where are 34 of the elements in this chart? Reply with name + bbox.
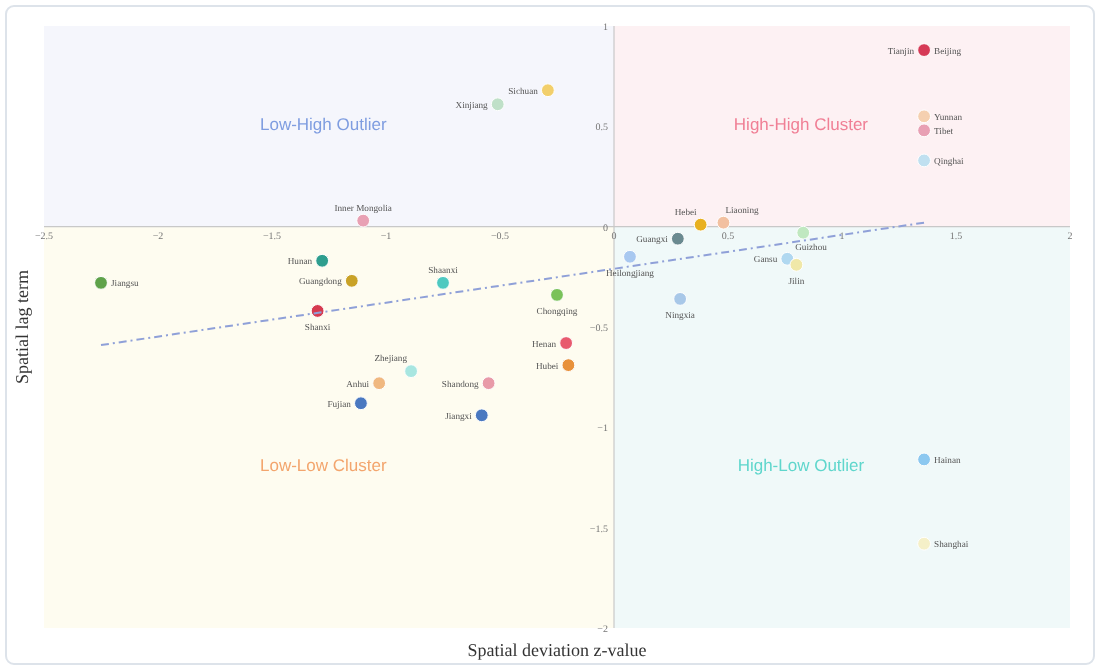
point: [490, 97, 505, 112]
point: [561, 358, 576, 373]
point: [344, 273, 359, 288]
point: [540, 83, 555, 98]
point: [716, 215, 731, 230]
point: [789, 257, 804, 272]
point: [673, 292, 688, 306]
point: [372, 376, 387, 391]
annotation: Low-Low Cluster: [259, 454, 387, 475]
point: [670, 231, 685, 246]
point: [917, 536, 931, 551]
point: [474, 408, 489, 423]
point: [917, 43, 931, 57]
point: [917, 153, 931, 168]
point: [917, 109, 931, 124]
point: [559, 336, 574, 350]
annotation: High-Low Outlier: [737, 454, 865, 475]
point: [481, 376, 496, 391]
point: [356, 213, 371, 228]
point: [436, 275, 450, 290]
annotation: Low-High Outlier: [259, 114, 387, 134]
point: [796, 225, 811, 240]
point: [354, 396, 368, 411]
point: [94, 275, 108, 290]
point: [404, 364, 418, 379]
point: [623, 249, 637, 264]
annotation: High-High Cluster: [733, 114, 869, 134]
x-axis-title: Spatial deviation z-value: [467, 640, 647, 660]
point: [917, 452, 931, 467]
y-axis-title: Spatial lag term: [12, 270, 32, 384]
point: [315, 253, 330, 268]
point: [917, 123, 931, 138]
point: [550, 287, 564, 302]
point: [693, 217, 708, 232]
